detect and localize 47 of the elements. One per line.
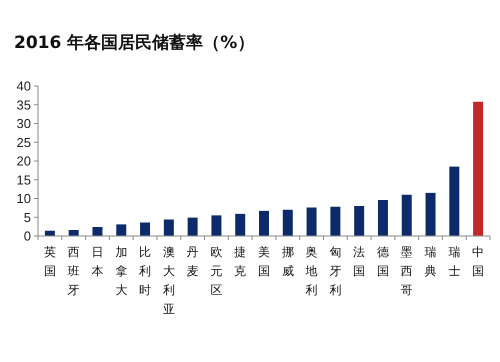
x-tick-label: 加拿大 <box>115 245 128 297</box>
y-tick-label: 35 <box>16 97 31 112</box>
bar <box>473 102 484 236</box>
bar <box>164 220 174 236</box>
y-tick-label: 30 <box>16 116 31 131</box>
x-tick-label: 日本 <box>91 245 104 278</box>
x-tick-label: 美国 <box>258 245 270 278</box>
x-tick-label: 匈牙利 <box>329 245 342 297</box>
bar <box>426 192 436 236</box>
x-tick-label: 欧元区 <box>210 245 222 297</box>
chart-title: 2016 年各国居民储蓄率（%） <box>14 33 254 53</box>
x-tick-label: 瑞士 <box>448 245 460 278</box>
bar <box>116 224 126 236</box>
x-tick-label: 西班牙 <box>68 245 80 297</box>
bar <box>282 210 293 236</box>
y-tick-label: 15 <box>16 172 31 188</box>
x-tick-label: 英国 <box>44 245 56 278</box>
bar <box>68 230 79 236</box>
bar <box>378 200 388 236</box>
x-tick-label: 捷克 <box>234 245 246 278</box>
bar <box>211 215 222 236</box>
bar <box>92 227 102 236</box>
bar <box>188 218 198 236</box>
x-tick-label: 挪威 <box>282 245 294 278</box>
x-tick-label: 法国 <box>353 245 366 278</box>
x-tick-label: 墨西哥 <box>400 245 413 297</box>
x-tick-label: 比利时 <box>139 245 152 297</box>
x-tick-label: 澳大利亚 <box>162 245 175 316</box>
x-tick-label: 奥地利 <box>304 245 318 297</box>
y-tick-label: 20 <box>16 154 31 168</box>
y-tick-label: 10 <box>16 191 31 206</box>
y-tick-label: 25 <box>16 134 31 150</box>
y-tick-label: 0 <box>24 228 31 244</box>
bar <box>235 214 246 236</box>
bar <box>354 206 364 236</box>
x-tick-label: 瑞典 <box>424 245 437 278</box>
bar <box>140 222 150 236</box>
y-tick-label: 5 <box>24 210 31 225</box>
x-tick-label: 丹麦 <box>186 245 199 278</box>
x-tick-label: 中国 <box>472 245 484 278</box>
bar <box>449 166 460 236</box>
bar <box>402 194 412 236</box>
x-tick-label: 德国 <box>376 245 389 278</box>
bar <box>306 208 317 236</box>
bar <box>330 206 340 236</box>
bar <box>259 210 269 236</box>
y-tick-label: 40 <box>16 78 31 94</box>
